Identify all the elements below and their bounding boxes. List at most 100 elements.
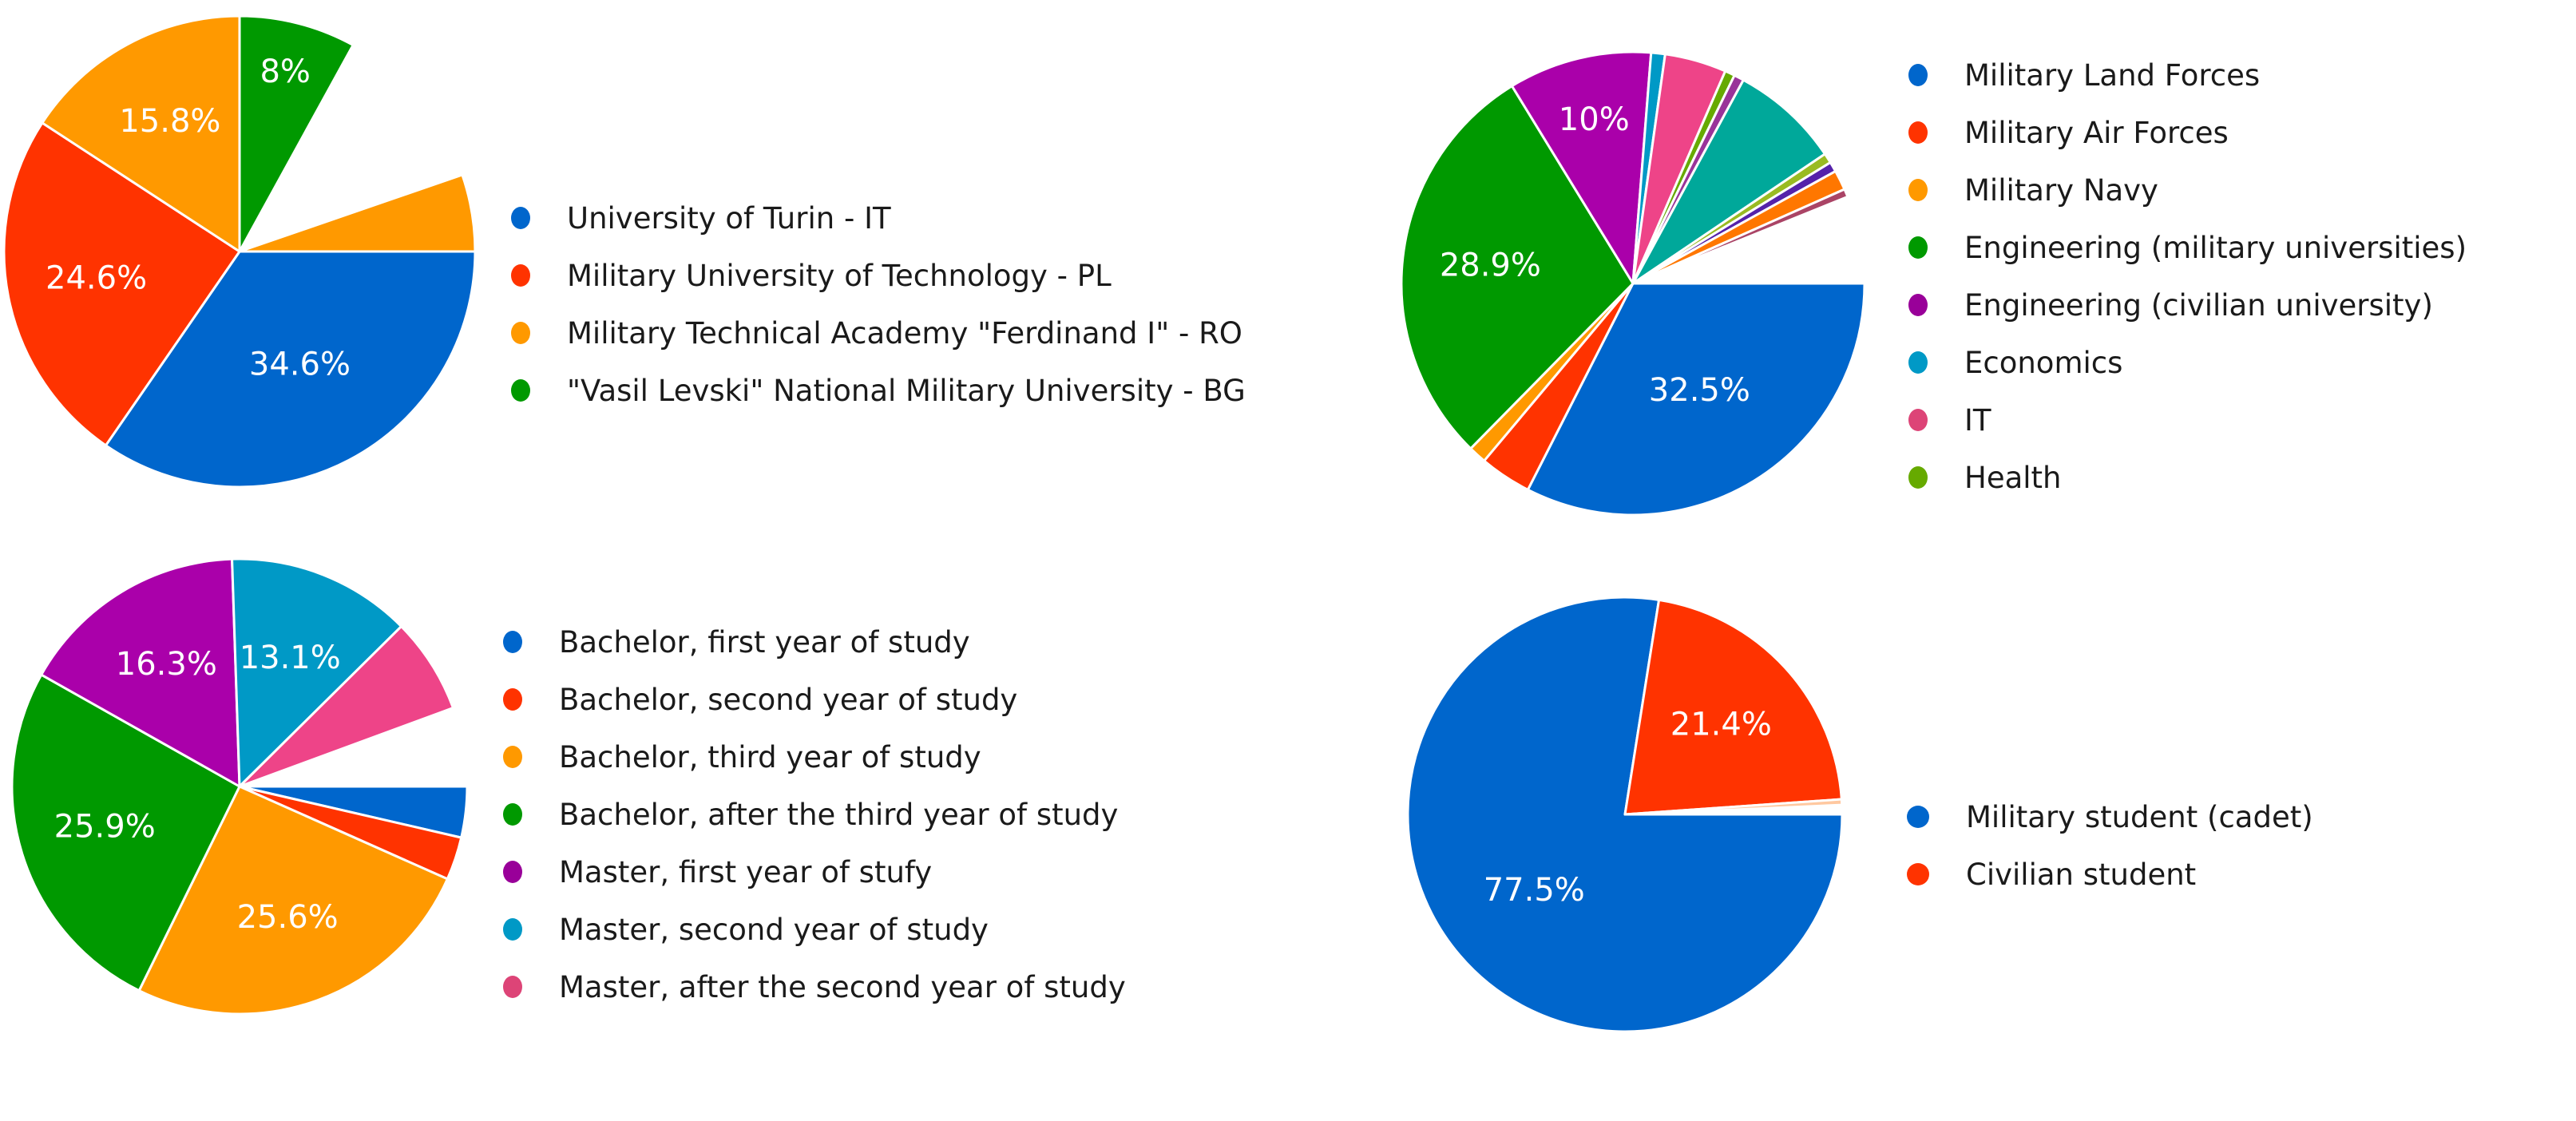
legend-color-dot-icon [1908,236,1928,259]
pie-slice [2,121,241,447]
legend-item: Engineering (military universities) [1908,219,2467,276]
legend-item: Bachelor, first year of study [503,613,1126,671]
legend-label: Military Air Forces [1964,115,2229,150]
legend-color-dot-icon [1907,806,1929,828]
study-year-chart-panel: 25.6% 25.9% 16.3% 13.1% Bachelor, first yea… [0,551,1389,1121]
legend-label: Bachelor, first year of study [559,624,970,660]
legend-color-dot-icon [503,861,522,883]
legend-color-dot-icon [503,746,522,768]
slice-percent-label: 24.6% [46,259,147,296]
legend-item: Military Technical Academy "Ferdinand I"… [511,304,1246,362]
pie-slice [238,14,355,253]
legend-item: Master, first year of stufy [503,843,1126,901]
slice-percent-label: 13.1% [240,640,341,676]
legend-color-dot-icon [503,803,522,826]
legend-item: Military Land Forces [1908,46,2467,104]
slice-percent-label: 16.3% [116,646,217,683]
universities-legend: University of Turin - IT Military Univers… [511,189,1246,419]
legend-label: Master, after the second year of study [559,969,1126,1004]
legend-item: Civilian student [1907,846,2313,903]
slice-percent-label: 25.6% [237,899,339,936]
legend-label: Bachelor, second year of study [559,682,1018,717]
student-type-legend: Military student (cadet) Civilian student [1907,788,2313,903]
legend-color-dot-icon [1907,863,1929,885]
legend-label: Master, first year of stufy [559,854,933,889]
legend-label: Military Technical Academy "Ferdinand I"… [567,315,1242,351]
legend-label: Military University of Technology - PL [567,258,1112,293]
legend-color-dot-icon [1908,179,1928,201]
legend-item: Economics [1908,334,2467,391]
slice-percent-label: 21.4% [1670,707,1772,743]
legend-item: University of Turin - IT [511,189,1246,247]
legend-color-dot-icon [511,207,530,229]
slice-percent-label: 28.9% [1440,248,1541,284]
legend-label: Military student (cadet) [1966,799,2313,834]
legend-label: Civilian student [1966,857,2197,892]
pie-slice [1631,78,1826,285]
slice-percent-label: 10% [1559,101,1630,138]
legend-color-dot-icon [1908,64,1928,86]
pie-slice [1623,598,1843,816]
pie-slice [41,14,241,253]
pie-slice [1510,50,1653,285]
slice-percent-label: 15.8% [119,103,220,140]
legend-color-dot-icon [511,322,530,344]
legend-color-dot-icon [503,688,522,711]
pie-slice [231,557,403,788]
pie-slice [40,557,241,788]
legend-item: Engineering (civilian university) [1908,276,2467,334]
student-type-chart-panel: 77.5% 21.4% Military student (cadet) Civil… [1389,551,2576,1121]
pie-slice [238,173,477,253]
legend-color-dot-icon [1908,351,1928,374]
pie-slice [1623,798,1844,816]
legend-item: Military University of Technology - PL [511,247,1246,304]
legend-color-dot-icon [511,379,530,402]
legend-item: IT [1908,391,2467,449]
legend-item: Bachelor, third year of study [503,728,1126,786]
pie-slice [137,785,449,1016]
legend-item: Military student (cadet) [1907,788,2313,846]
legend-color-dot-icon [1908,409,1928,431]
legend-item: Master, after the second year of study [503,958,1126,1016]
legend-color-dot-icon [511,264,530,287]
universities-pie-chart: 34.6% 24.6% 15.8% 8% [2,14,477,489]
legend-label: Military Navy [1964,172,2158,208]
legend-color-dot-icon [503,631,522,653]
slice-percent-label: 77.5% [1484,872,1585,909]
legend-label: "Vasil Levski" National Military Univers… [567,373,1246,408]
field-of-study-pie-chart: 32.5% 28.9% 10% [1400,50,1866,517]
universities-chart-panel: 34.6% 24.6% 15.8% 8% University of Turin - … [0,0,1389,551]
pie-slice [1400,85,1635,450]
student-type-pie-chart: 77.5% 21.4% [1406,596,1844,1033]
legend-label: Engineering (military universities) [1964,230,2467,265]
legend-label: University of Turin - IT [567,200,891,236]
slice-percent-label: 32.5% [1649,372,1750,409]
legend-item: Master, second year of study [503,901,1126,958]
pie-slice [1631,188,1849,285]
legend-item: Military Air Forces [1908,104,2467,161]
legend-item: Military Navy [1908,161,2467,219]
legend-item: "Vasil Levski" National Military Univers… [511,362,1246,419]
legend-color-dot-icon [503,918,522,941]
legend-label: Health [1964,460,2062,495]
slice-percent-label: 34.6% [249,347,351,383]
legend-color-dot-icon [503,976,522,998]
legend-item: Bachelor, after the third year of study [503,786,1126,843]
legend-label: Bachelor, third year of study [559,739,981,774]
study-year-pie-chart: 25.6% 25.9% 16.3% 13.1% [10,557,469,1016]
pie-slice [10,673,241,992]
legend-item: Bachelor, second year of study [503,671,1126,728]
legend-label: Engineering (civilian university) [1964,287,2433,323]
legend-label: Economics [1964,345,2123,380]
legend-item: Health [1908,449,2467,506]
pie-slice [1406,596,1844,1033]
slice-percent-label: 25.9% [54,808,156,845]
pie-slice [1526,282,1866,517]
legend-color-dot-icon [1908,294,1928,316]
legend-color-dot-icon [1908,466,1928,489]
slice-percent-label: 8% [260,53,310,90]
pie-slice [104,250,477,489]
legend-color-dot-icon [1908,121,1928,144]
field-of-study-chart-panel: 32.5% 28.9% 10% Military Land Forces Milita… [1389,0,2576,551]
field-of-study-legend: Military Land Forces Military Air Forces M… [1908,46,2467,506]
